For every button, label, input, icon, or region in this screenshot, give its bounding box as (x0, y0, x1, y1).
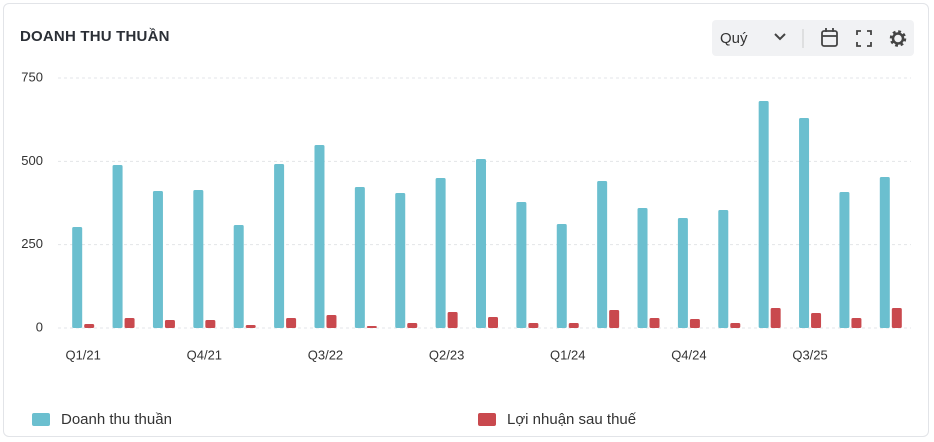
bar (193, 190, 204, 328)
y-tick-label: 250 (21, 236, 43, 251)
bar (84, 324, 95, 328)
bar (245, 325, 256, 328)
bar (395, 193, 406, 328)
bar (568, 323, 579, 328)
bar (124, 318, 135, 328)
legend-label: Lợi nhuận sau thuế (507, 411, 637, 428)
settings-icon[interactable] (889, 30, 907, 47)
legend-swatch (32, 413, 50, 426)
bar (72, 227, 83, 328)
bar (689, 319, 700, 328)
x-tick-label: Q4/21 (187, 347, 222, 362)
legend-swatch (478, 413, 496, 426)
toolbar: Quý (712, 20, 914, 56)
bar (488, 317, 498, 328)
bar (891, 308, 902, 328)
x-tick-label: Q3/22 (308, 347, 343, 362)
bar (326, 315, 337, 328)
bar (649, 318, 660, 328)
bar (164, 320, 175, 328)
bar (556, 224, 567, 328)
x-tick-label: Q3/25 (792, 347, 827, 362)
bar (314, 145, 325, 328)
bar (476, 159, 486, 328)
bar (879, 177, 890, 328)
bar (597, 181, 608, 328)
bar (851, 318, 862, 328)
bar (528, 323, 539, 328)
x-tick-label: Q1/21 (65, 347, 100, 362)
bar (407, 323, 418, 328)
bar (730, 323, 741, 328)
bar (811, 313, 822, 328)
y-tick-label: 0 (36, 319, 43, 334)
bar (609, 310, 620, 328)
bar (233, 225, 244, 328)
calendar-icon[interactable] (821, 28, 838, 47)
bar (274, 164, 285, 328)
legend-label: Doanh thu thuần (61, 411, 172, 428)
toolbar-icons (774, 28, 907, 48)
bar (516, 202, 527, 328)
x-tick-label: Q1/24 (550, 347, 585, 362)
bar (152, 191, 163, 328)
dropdown-arrow[interactable] (774, 33, 786, 41)
bar (839, 192, 850, 328)
bar (799, 118, 810, 328)
bar (366, 326, 377, 328)
x-tick-label: Q2/23 (429, 347, 464, 362)
bar (758, 101, 769, 328)
bar (677, 218, 688, 328)
x-tick-label: Q4/24 (671, 347, 706, 362)
fullscreen-icon[interactable] (856, 30, 872, 47)
y-tick-label: 750 (21, 69, 43, 84)
bar (718, 210, 729, 328)
y-tick-label: 500 (21, 153, 43, 168)
chart-title: DOANH THU THUẦN (20, 28, 170, 45)
bar (435, 178, 446, 328)
bar (354, 187, 365, 328)
bar (637, 208, 648, 328)
period-select[interactable]: Quý (720, 30, 748, 47)
bar (205, 320, 216, 328)
bar (770, 308, 781, 328)
bar (112, 165, 123, 328)
bar (447, 312, 458, 328)
bar (286, 318, 297, 328)
